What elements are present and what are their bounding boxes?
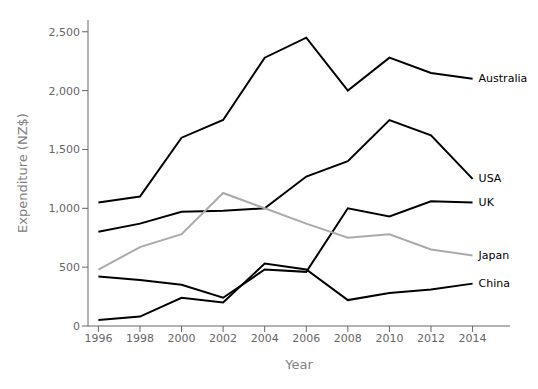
- svg-text:2010: 2010: [375, 332, 403, 345]
- svg-text:1,000: 1,000: [49, 202, 81, 215]
- svg-text:2,000: 2,000: [49, 85, 81, 98]
- svg-text:2014: 2014: [459, 332, 487, 345]
- svg-text:2002: 2002: [209, 332, 237, 345]
- svg-text:UK: UK: [479, 196, 495, 209]
- svg-text:0: 0: [73, 320, 80, 333]
- svg-text:2006: 2006: [292, 332, 320, 345]
- svg-text:2012: 2012: [417, 332, 445, 345]
- svg-text:Australia: Australia: [479, 72, 528, 85]
- svg-text:1996: 1996: [84, 332, 112, 345]
- svg-text:1998: 1998: [126, 332, 154, 345]
- svg-text:2008: 2008: [334, 332, 362, 345]
- svg-text:USA: USA: [479, 172, 502, 185]
- svg-text:Expenditure (NZ$): Expenditure (NZ$): [15, 113, 30, 233]
- svg-text:500: 500: [59, 261, 80, 274]
- svg-text:Year: Year: [284, 357, 313, 372]
- svg-text:1,500: 1,500: [49, 143, 81, 156]
- svg-text:China: China: [479, 277, 510, 290]
- svg-text:2000: 2000: [168, 332, 196, 345]
- svg-text:2,500: 2,500: [49, 26, 81, 39]
- svg-text:2004: 2004: [251, 332, 279, 345]
- svg-text:Japan: Japan: [478, 249, 510, 262]
